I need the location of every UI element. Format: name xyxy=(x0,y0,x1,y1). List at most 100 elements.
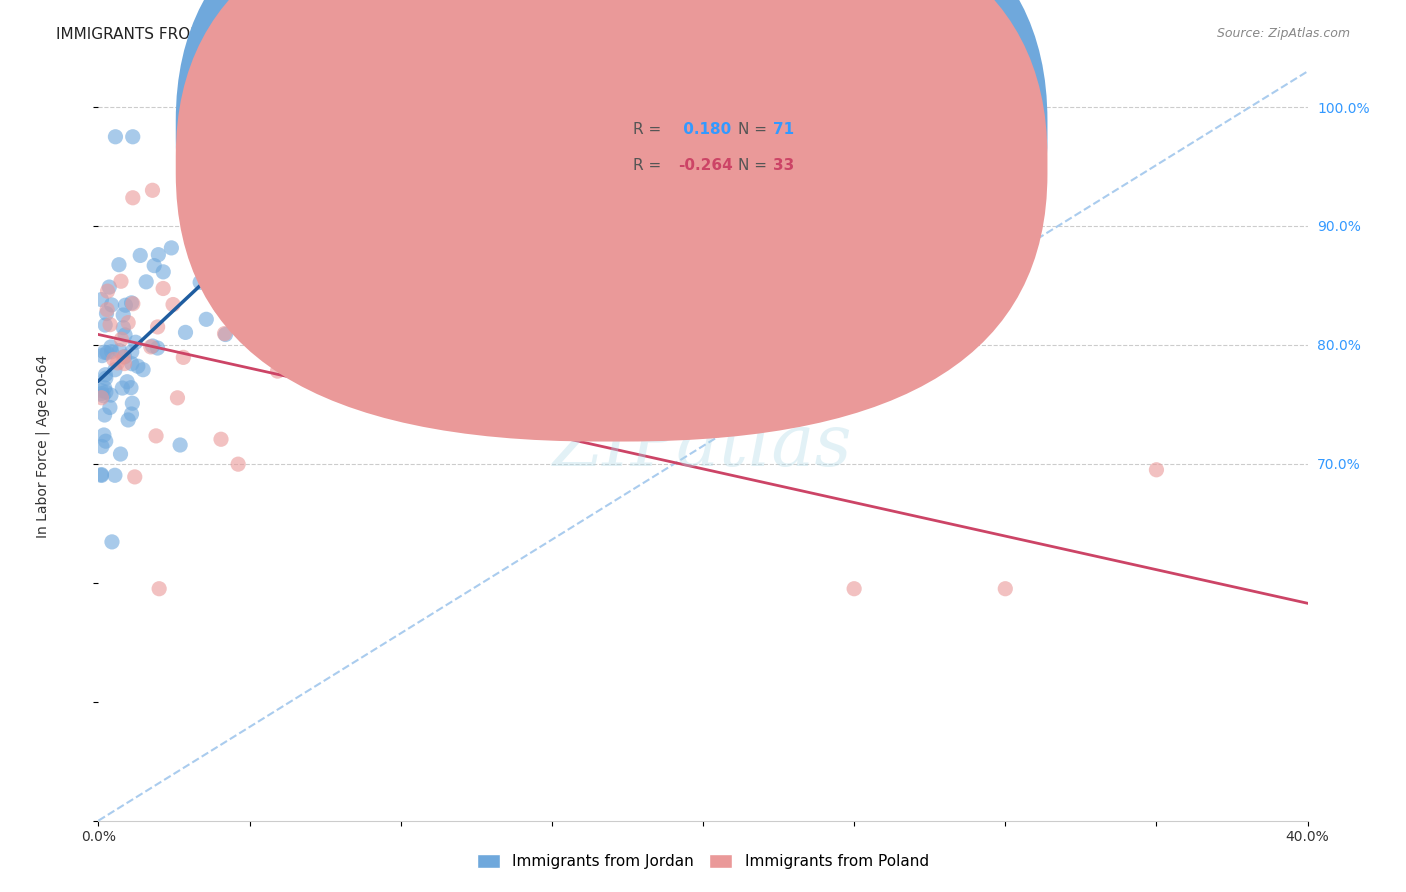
Immigrants from Jordan xyxy=(100,344,122,359)
Immigrants from Poland xyxy=(994,582,1017,596)
Immigrants from Poland xyxy=(110,274,132,288)
Immigrants from Jordan xyxy=(112,320,135,334)
Immigrants from Poland xyxy=(152,281,174,295)
Immigrants from Jordan xyxy=(121,129,143,144)
Immigrants from Jordan xyxy=(114,328,136,343)
Text: N =: N = xyxy=(738,158,772,172)
Immigrants from Poland xyxy=(107,356,129,370)
Immigrants from Poland xyxy=(117,316,139,330)
Immigrants from Poland xyxy=(98,318,121,332)
Immigrants from Poland xyxy=(246,280,269,294)
Immigrants from Jordan xyxy=(94,434,117,449)
Immigrants from Jordan xyxy=(100,388,122,402)
Immigrants from Jordan xyxy=(108,343,131,358)
Immigrants from Poland xyxy=(1144,463,1167,477)
Immigrants from Poland xyxy=(121,297,143,311)
Immigrants from Jordan xyxy=(121,357,143,371)
Immigrants from Jordan xyxy=(98,401,121,415)
Immigrants from Jordan xyxy=(117,413,139,427)
Immigrants from Jordan xyxy=(146,341,169,355)
Immigrants from Jordan xyxy=(90,468,112,483)
Immigrants from Jordan xyxy=(91,389,114,403)
Immigrants from Jordan xyxy=(132,362,155,376)
Immigrants from Poland xyxy=(96,284,118,298)
Immigrants from Poland xyxy=(209,432,232,446)
Immigrants from Poland xyxy=(103,352,125,367)
Text: Source: ZipAtlas.com: Source: ZipAtlas.com xyxy=(1216,27,1350,40)
Immigrants from Jordan xyxy=(90,440,112,454)
Immigrants from Jordan xyxy=(93,428,115,442)
Immigrants from Jordan xyxy=(93,345,115,359)
Immigrants from Poland xyxy=(146,320,169,334)
Immigrants from Poland xyxy=(148,582,170,596)
Immigrants from Jordan xyxy=(93,381,115,395)
Immigrants from Jordan xyxy=(90,293,112,307)
Immigrants from Jordan xyxy=(121,296,143,310)
Immigrants from Jordan xyxy=(329,176,352,190)
Immigrants from Jordan xyxy=(96,307,118,321)
Immigrants from Jordan xyxy=(129,248,152,262)
Immigrants from Jordan xyxy=(110,447,132,461)
Immigrants from Poland xyxy=(141,183,163,197)
Y-axis label: In Labor Force | Age 20-64: In Labor Force | Age 20-64 xyxy=(35,354,51,538)
Immigrants from Jordan xyxy=(104,468,127,483)
Immigrants from Jordan xyxy=(169,438,191,452)
Immigrants from Poland xyxy=(266,364,288,378)
Immigrants from Poland xyxy=(172,351,194,365)
Immigrants from Poland xyxy=(166,391,188,405)
Immigrants from Jordan xyxy=(96,345,118,359)
Immigrants from Jordan xyxy=(120,381,142,395)
Immigrants from Jordan xyxy=(90,384,112,398)
Immigrants from Jordan xyxy=(114,298,136,312)
Immigrants from Poland xyxy=(90,391,112,405)
Text: IMMIGRANTS FROM JORDAN VS IMMIGRANTS FROM POLAND IN LABOR FORCE | AGE 20-64 CORR: IMMIGRANTS FROM JORDAN VS IMMIGRANTS FRO… xyxy=(56,27,914,43)
Immigrants from Jordan xyxy=(188,275,211,289)
Immigrants from Poland xyxy=(214,326,236,341)
Text: 71: 71 xyxy=(773,122,794,136)
Text: R =: R = xyxy=(633,122,661,136)
Immigrants from Poland xyxy=(139,340,162,354)
Text: R =: R = xyxy=(633,158,661,172)
Immigrants from Jordan xyxy=(104,129,127,144)
Immigrants from Poland xyxy=(162,297,184,311)
Immigrants from Jordan xyxy=(111,381,134,395)
Immigrants from Jordan xyxy=(101,534,124,549)
Immigrants from Jordan xyxy=(121,344,143,359)
Immigrants from Poland xyxy=(114,357,136,371)
Immigrants from Jordan xyxy=(108,258,131,272)
Immigrants from Jordan xyxy=(143,259,166,273)
Immigrants from Jordan xyxy=(90,467,112,482)
Immigrants from Jordan xyxy=(94,318,117,332)
Immigrants from Jordan xyxy=(124,335,146,350)
Immigrants from Jordan xyxy=(221,307,243,321)
Immigrants from Poland xyxy=(110,332,132,346)
Immigrants from Jordan xyxy=(100,298,122,312)
Immigrants from Jordan xyxy=(200,231,222,245)
Immigrants from Jordan xyxy=(280,129,302,144)
Text: ZIPatlas: ZIPatlas xyxy=(553,410,853,482)
Immigrants from Jordan xyxy=(148,248,170,262)
Legend: Immigrants from Jordan, Immigrants from Poland: Immigrants from Jordan, Immigrants from … xyxy=(471,848,935,875)
Immigrants from Jordan xyxy=(209,300,232,314)
Immigrants from Jordan xyxy=(214,239,236,253)
Immigrants from Jordan xyxy=(91,349,114,363)
Immigrants from Poland xyxy=(226,457,249,471)
Immigrants from Jordan xyxy=(93,408,115,422)
Immigrants from Jordan xyxy=(174,326,197,340)
Immigrants from Jordan xyxy=(152,265,174,279)
Immigrants from Jordan xyxy=(100,340,122,354)
Text: 33: 33 xyxy=(773,158,794,172)
Text: N =: N = xyxy=(738,122,772,136)
Immigrants from Jordan xyxy=(127,359,149,374)
Immigrants from Jordan xyxy=(104,363,127,377)
Immigrants from Jordan xyxy=(135,275,157,289)
Immigrants from Jordan xyxy=(197,225,219,239)
Text: 0.180: 0.180 xyxy=(678,122,731,136)
Immigrants from Jordan xyxy=(115,375,138,389)
Immigrants from Jordan xyxy=(160,241,183,255)
Immigrants from Poland xyxy=(112,350,135,364)
Immigrants from Jordan xyxy=(114,350,136,364)
Immigrants from Jordan xyxy=(94,385,117,400)
Immigrants from Poland xyxy=(226,294,249,309)
Immigrants from Poland xyxy=(844,582,866,596)
